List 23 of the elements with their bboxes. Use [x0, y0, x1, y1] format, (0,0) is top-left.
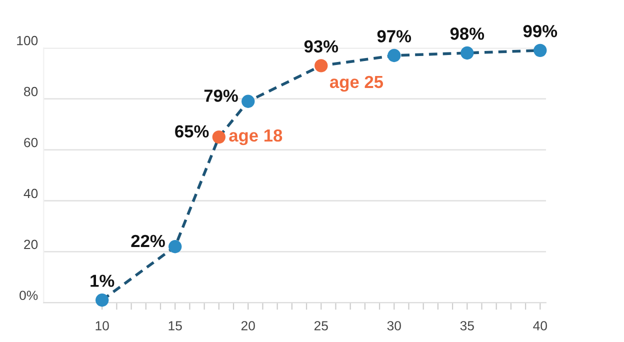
y-tick-label: 0%: [20, 290, 38, 300]
data-label: 79%: [204, 90, 238, 102]
data-label: 22%: [131, 234, 165, 248]
data-label: 65%: [175, 125, 209, 138]
data-label: 97%: [377, 30, 412, 42]
y-tick-label: 20: [24, 240, 38, 250]
y-tick-label: 60: [24, 138, 38, 148]
y-tick-label: 80: [24, 86, 38, 96]
annotation: age 18: [229, 129, 282, 146]
x-tick-label: 10: [96, 321, 109, 330]
x-tick-label: 20: [241, 321, 255, 330]
annotation: age 25: [330, 76, 384, 92]
y-tick-label: 40: [24, 188, 38, 198]
data-label: 98%: [450, 28, 484, 40]
x-tick-label: 30: [387, 321, 401, 330]
x-tick-label: 25: [314, 321, 328, 330]
data-label: 1%: [90, 274, 114, 287]
data-label: 99%: [523, 24, 558, 38]
x-tick-label: 15: [168, 321, 182, 330]
data-label: 93%: [304, 40, 338, 53]
y-tick-label: 100: [17, 36, 38, 46]
x-tick-label: 35: [460, 321, 474, 330]
x-tick-label: 40: [533, 321, 547, 330]
